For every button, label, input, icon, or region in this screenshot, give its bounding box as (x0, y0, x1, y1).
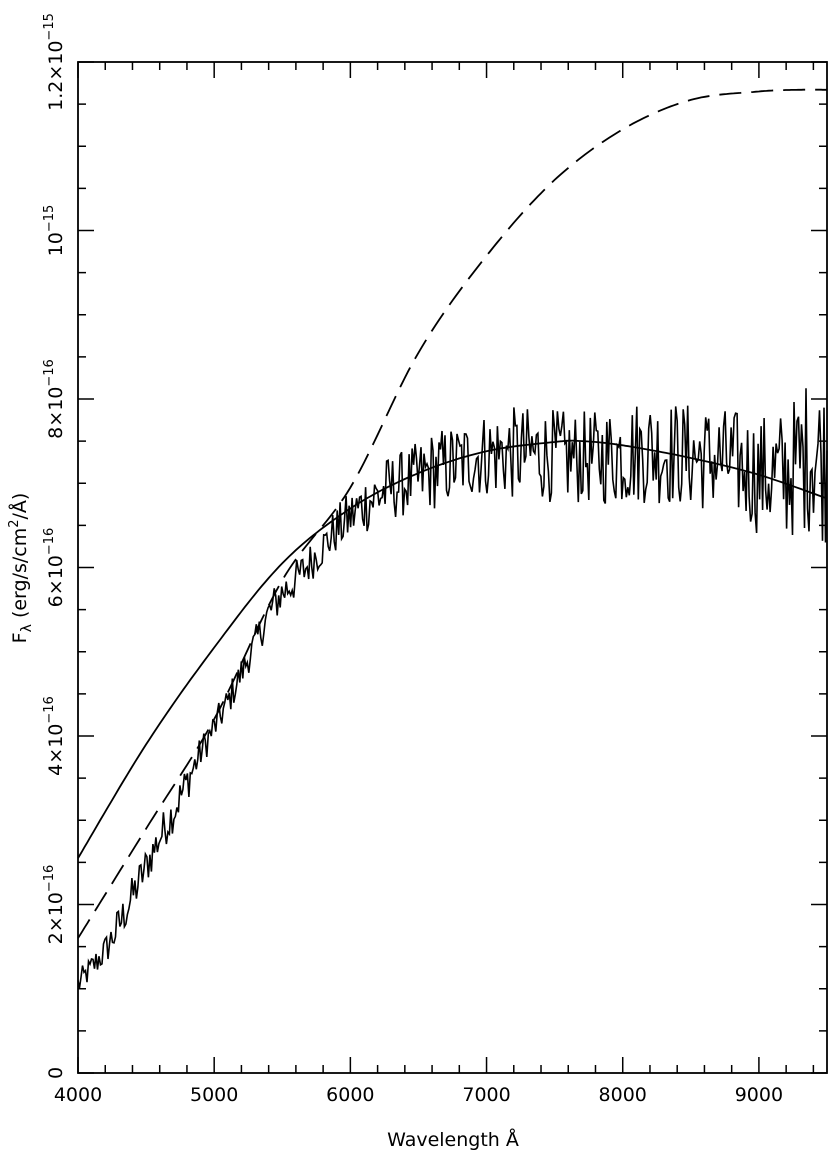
plot-area (77, 61, 828, 1074)
y-tick-label-exponent: −15 (42, 13, 57, 40)
y-axis-label-subscript: λ (19, 624, 35, 632)
y-tick-label: 2×10−16 (42, 865, 67, 945)
x-tick-label: 9000 (735, 1084, 783, 1106)
x-axis-label: Wavelength Å (387, 1128, 519, 1151)
tick-labels: 4000 5000 6000 7000 8000 900002×10−164×10−166… (42, 13, 783, 1106)
y-tick-label: 10−15 (42, 205, 67, 257)
y-axis-label: Fλ (erg/s/cm2/Å) (7, 493, 35, 644)
y-axis-label-prefix: F (9, 632, 31, 643)
y-axis-label-units-end: /Å) (8, 493, 31, 520)
y-tick-label: 6×10−16 (42, 528, 67, 608)
y-tick-label-mantissa: 6×10 (45, 555, 67, 607)
y-tick-label-mantissa: 4×10 (45, 724, 67, 776)
y-tick-label: 1.2×10−15 (42, 13, 67, 111)
x-tick-label: 5000 (190, 1084, 238, 1106)
x-tick-label: 8000 (599, 1084, 647, 1106)
x-tick-label: 4000 (54, 1084, 102, 1106)
y-tick-label-exponent: −16 (42, 865, 57, 892)
y-tick-label-exponent: −15 (42, 205, 57, 232)
y-tick-label-exponent: −16 (42, 696, 57, 723)
series-line-dashed (77, 88, 827, 939)
y-axis-label-units-start: (erg/s/cm (9, 528, 31, 624)
y-tick-label-mantissa: 2×10 (45, 892, 67, 944)
y-tick-label-mantissa: 8×10 (45, 387, 67, 439)
plot-frame (77, 61, 828, 1074)
series-line-noisy (77, 388, 828, 989)
y-axis-label-superscript: 2 (7, 519, 22, 527)
series-line-solid (77, 439, 828, 859)
axis-ticks (77, 61, 827, 1074)
y-tick-label: 0 (45, 1067, 67, 1079)
x-tick-label: 7000 (462, 1084, 510, 1106)
y-tick-label: 8×10−16 (42, 359, 67, 439)
y-tick-label-exponent: −16 (42, 359, 57, 386)
y-tick-label-mantissa: 10 (45, 232, 67, 256)
y-tick-label-mantissa: 1.2×10 (45, 41, 67, 111)
y-tick-label: 4×10−16 (42, 696, 67, 776)
y-tick-label-exponent: −16 (42, 528, 57, 555)
y-tick-label-mantissa: 0 (45, 1067, 67, 1079)
x-tick-label: 6000 (326, 1084, 374, 1106)
